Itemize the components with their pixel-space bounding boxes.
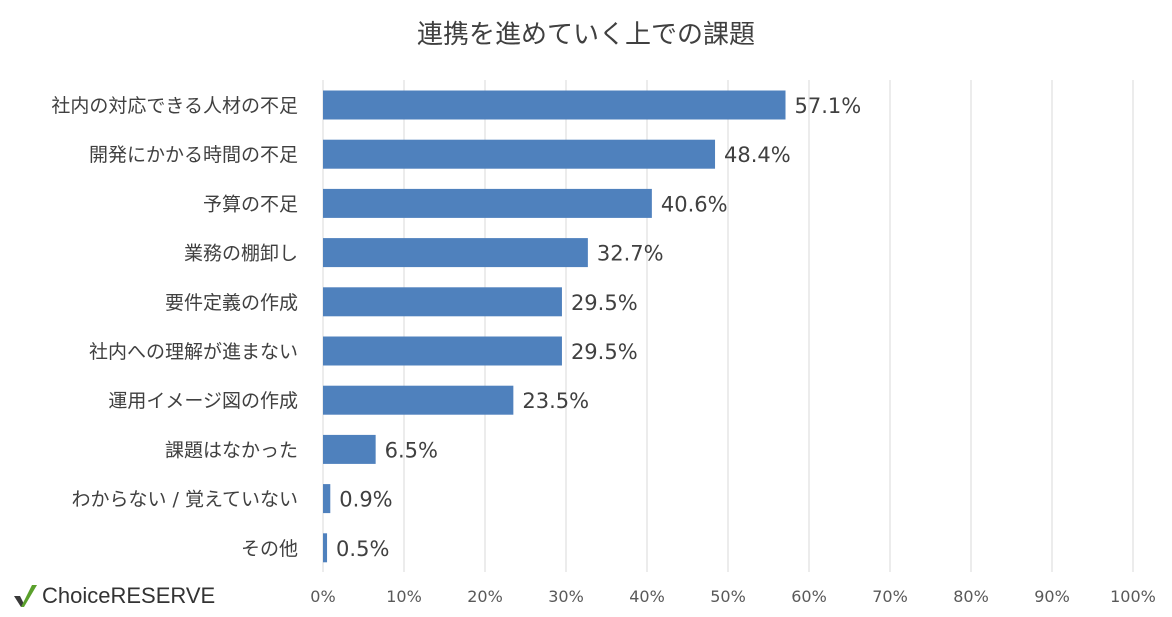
bar [323,385,514,415]
x-tick-label: 80% [953,587,989,606]
x-tick-label: 100% [1110,587,1156,606]
x-tick-label: 90% [1034,587,1070,606]
category-labels: 社内の対応できる人材の不足開発にかかる時間の不足予算の不足業務の棚卸し要件定義の… [51,95,298,560]
bar [323,434,376,464]
category-label: わからない / 覚えていない [71,489,298,511]
x-axis-ticks: 0% 10% 20% 30% 40% 50% 60% 70% 80% 90% 100% [310,587,1156,606]
category-label: 運用イメージ図の作成 [108,390,298,412]
data-label: 29.5% [571,291,638,315]
data-label: 23.5% [522,389,589,413]
x-tick-label: 10% [386,587,422,606]
bar [323,188,652,218]
bar [323,287,562,317]
x-tick-label: 40% [629,587,665,606]
bar [323,90,786,120]
bars [323,90,786,563]
category-label: 業務の棚卸し [184,243,298,265]
data-label: 0.5% [336,537,389,561]
bar [323,533,328,563]
data-label: 48.4% [724,143,791,167]
checkmark-logo-icon [14,585,37,607]
x-tick-label: 60% [791,587,827,606]
bar [323,238,588,268]
x-tick-label: 70% [872,587,908,606]
logo-text: ChoiceRESERVE [42,583,216,608]
data-label: 40.6% [661,192,728,216]
x-tick-label: 20% [467,587,503,606]
data-label: 0.9% [339,488,392,512]
choicereserve-logo: ChoiceRESERVE [12,580,215,612]
value-labels: 57.1% 48.4% 40.6% 32.7% 29.5% 29.5% 23.5% 6.5% 0… [336,94,861,561]
bar [323,336,562,366]
x-tick-label: 30% [548,587,584,606]
data-label: 57.1% [795,94,862,118]
x-tick-label: 50% [710,587,746,606]
category-label: 予算の不足 [203,193,298,215]
category-label: 社内への理解が進まない [89,341,298,363]
x-tick-label: 0% [310,587,335,606]
bar [323,139,716,169]
category-label: その他 [241,538,298,560]
data-label: 32.7% [597,242,664,266]
category-label: 開発にかかる時間の不足 [89,144,298,166]
category-label: 要件定義の作成 [165,292,298,314]
category-label: 社内の対応できる人材の不足 [51,95,298,117]
category-label: 課題はなかった [165,439,298,461]
data-label: 29.5% [571,340,638,364]
data-label: 6.5% [385,438,438,462]
chart-title: 連携を進めていく上での課題 [416,20,755,50]
bar [323,484,331,514]
